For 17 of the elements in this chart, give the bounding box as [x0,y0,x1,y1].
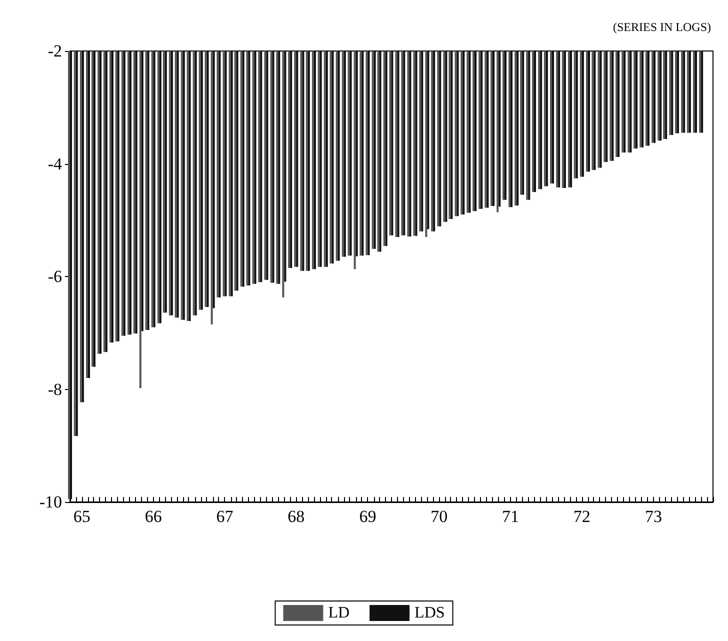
x-tick-label: 65 [73,507,90,526]
y-tick-label: -10 [39,492,62,512]
legend-label: LD [328,604,350,622]
y-tick-label: -6 [48,267,62,286]
x-tick-label: 69 [359,507,376,526]
text: (SERIES IN LOGS) [613,20,712,34]
y-tick-label: -4 [48,154,62,174]
y-tick-label: -2 [48,42,62,60]
x-tick-label: 67 [216,507,234,526]
x-tick-label: 66 [144,507,162,526]
y-tick-label: -8 [48,380,62,399]
x-tick-label: 72 [573,507,590,526]
x-tick-label: 68 [288,507,305,526]
x-tick-label: 71 [502,507,520,526]
x-tick-label: 70 [430,507,448,526]
legend-label: LDS [414,604,445,622]
x-tick-label: 73 [645,507,662,526]
